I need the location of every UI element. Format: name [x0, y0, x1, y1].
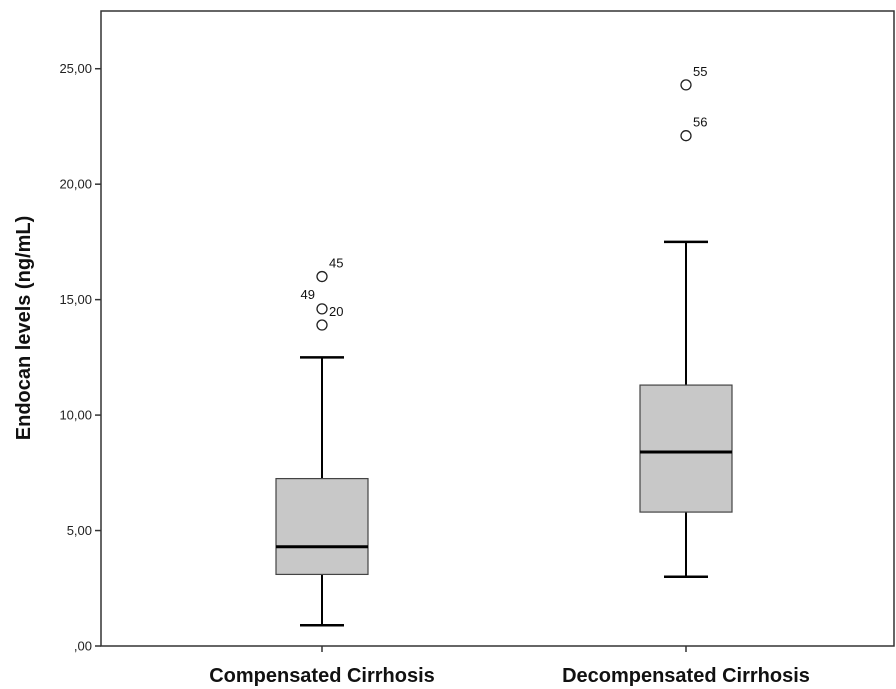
outlier-point [316, 319, 328, 331]
outlier-label: 20 [329, 304, 343, 319]
outlier-label: 49 [301, 287, 315, 302]
y-tick-label: ,00 [74, 639, 92, 654]
y-tick-label: 15,00 [59, 292, 92, 307]
outlier-point [316, 303, 328, 315]
y-tick-label: 10,00 [59, 408, 92, 423]
y-tick-label: 20,00 [59, 177, 92, 192]
outlier-label: 55 [693, 64, 707, 79]
y-tick-label: 5,00 [67, 523, 92, 538]
outlier-point [316, 270, 328, 283]
x-category-label: Compensated Cirrhosis [209, 665, 435, 687]
outlier-label: 45 [329, 256, 343, 271]
x-category-label: Decompensated Cirrhosis [562, 665, 810, 687]
outlier-point [680, 130, 692, 142]
boxes-group: 45 49 20 55 56 [275, 64, 733, 627]
outlier-label: 56 [693, 115, 707, 130]
y-axis: ,00 5,00 10,00 15,00 20,00 25,00 [59, 61, 101, 654]
outlier-point [680, 79, 692, 91]
y-tick-label: 25,00 [59, 61, 92, 76]
iqr-box [639, 384, 733, 513]
iqr-box [275, 477, 369, 576]
plot-area [100, 10, 895, 647]
y-axis-title: Endocan levels (ng/mL) [13, 216, 35, 440]
x-axis: Compensated Cirrhosis Decompensated Cirrh… [209, 646, 810, 687]
